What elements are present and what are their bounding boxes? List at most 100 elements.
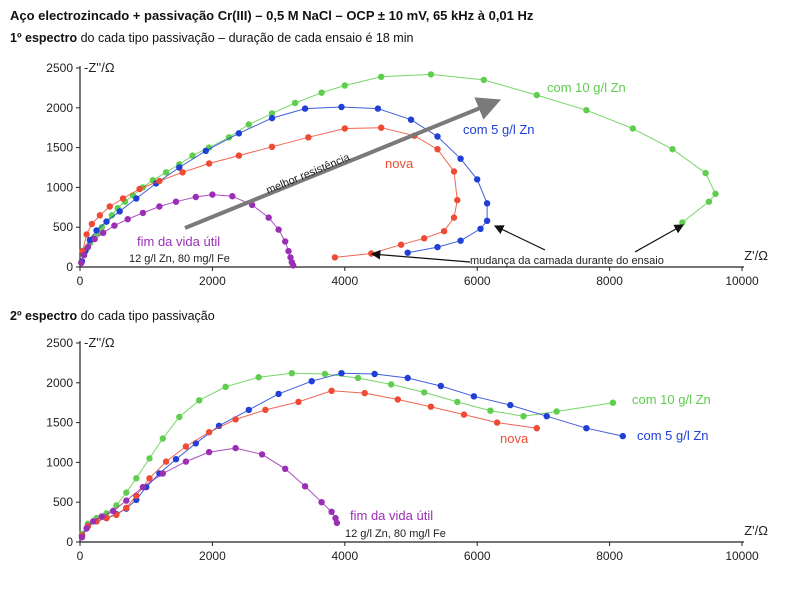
data-point [477, 225, 484, 232]
data-point [205, 448, 213, 456]
data-point [235, 152, 243, 159]
x-axis-label: Z'/Ω [744, 523, 768, 538]
y-tick-label: 1000 [46, 455, 73, 469]
data-point [179, 169, 186, 176]
data-point [123, 489, 130, 496]
data-point [338, 103, 345, 111]
data-point [378, 73, 385, 81]
data-point [91, 235, 98, 243]
data-point [483, 200, 491, 207]
data-point [192, 193, 199, 201]
data-point [394, 396, 401, 403]
data-point [338, 370, 345, 377]
data-point [229, 193, 236, 200]
data-point [111, 222, 118, 229]
data-point [301, 105, 309, 112]
y-tick-label: 500 [53, 220, 73, 234]
series-line [81, 390, 537, 536]
data-point [457, 237, 464, 244]
data-point [262, 406, 269, 414]
y-tick-label: 2000 [46, 101, 73, 115]
data-point [113, 502, 120, 509]
x-tick-label: 6000 [464, 549, 491, 563]
data-point [533, 425, 540, 432]
data-point [404, 374, 411, 382]
data-point [282, 465, 289, 472]
x-tick-label: 6000 [464, 274, 491, 288]
data-point [285, 247, 292, 255]
data-point [162, 169, 170, 176]
data-point [93, 227, 100, 234]
x-tick-label: 4000 [331, 549, 358, 563]
change-arrow-left [370, 249, 471, 263]
x-tick-label: 4000 [331, 274, 358, 288]
chart-panel-1: 0 2000 4000 6000 8000 10000 0 500 1000 1500 2000 25… [46, 60, 768, 288]
figure-title: Aço electrozincado + passivação Cr(III) … [10, 8, 534, 23]
data-point [202, 147, 209, 154]
data-point [84, 243, 92, 251]
data-point [437, 382, 444, 390]
series-nova [78, 387, 540, 539]
data-point [483, 217, 491, 224]
data-point [434, 243, 441, 251]
data-point [407, 116, 415, 123]
data-point [450, 168, 458, 175]
y-tick-label: 0 [66, 535, 73, 549]
data-point [172, 198, 180, 205]
y-tick-label: 2500 [46, 61, 73, 75]
y-tick-label: 2000 [46, 376, 73, 390]
improvement-label: melhor resistência [265, 151, 353, 197]
x-tick-label: 8000 [596, 274, 623, 288]
data-point [333, 519, 341, 527]
data-point [331, 254, 339, 261]
data-point [397, 241, 405, 248]
x-tick-label: 10000 [725, 274, 759, 288]
series-label: com 5 g/l Zn [463, 122, 535, 137]
data-point [124, 216, 131, 223]
data-point [268, 143, 276, 150]
data-point [520, 413, 527, 420]
subtitle-1-bold: 1º espectro [10, 31, 78, 45]
improvement-arrow [184, 97, 502, 230]
series-label: nova [500, 431, 529, 446]
series-com-10-g-l-zn [78, 370, 617, 538]
change-annotation: mudança da camada durante do ensaio [470, 255, 664, 267]
data-point [159, 435, 166, 442]
series-label: fim da vida útil [350, 508, 433, 523]
data-point [669, 146, 676, 153]
subtitle-2: 2º espectro do cada tipo passivação [10, 309, 215, 323]
data-point [78, 259, 85, 267]
data-point [106, 203, 114, 210]
data-point [96, 212, 104, 219]
data-point [162, 458, 170, 465]
data-point [176, 164, 183, 171]
data-point [265, 214, 272, 221]
x-tick-label: 0 [77, 274, 84, 288]
data-point [133, 492, 140, 499]
data-point [434, 133, 441, 140]
data-point [133, 475, 140, 482]
change-arrow-middle [493, 225, 546, 251]
data-point [156, 203, 163, 210]
data-point [133, 195, 140, 202]
data-point [609, 399, 617, 406]
data-point [98, 513, 106, 520]
data-point [712, 190, 719, 197]
data-point [90, 518, 97, 525]
data-point [182, 443, 190, 450]
series-label: com 10 g/l Zn [632, 392, 711, 407]
data-point [119, 195, 127, 202]
data-point [361, 389, 368, 397]
series-label: fim da vida útil [137, 234, 220, 249]
data-point [421, 235, 428, 242]
composition-annotation: 12 g/l Zn, 80 mg/l Fe [345, 528, 446, 540]
data-point [705, 198, 713, 205]
y-tick-label: 1000 [46, 180, 73, 194]
data-point [268, 114, 276, 122]
data-point [215, 422, 223, 429]
y-axis-label: -Z''/Ω [84, 335, 115, 350]
data-point [454, 196, 461, 204]
data-point [427, 403, 435, 410]
data-point [328, 387, 335, 394]
